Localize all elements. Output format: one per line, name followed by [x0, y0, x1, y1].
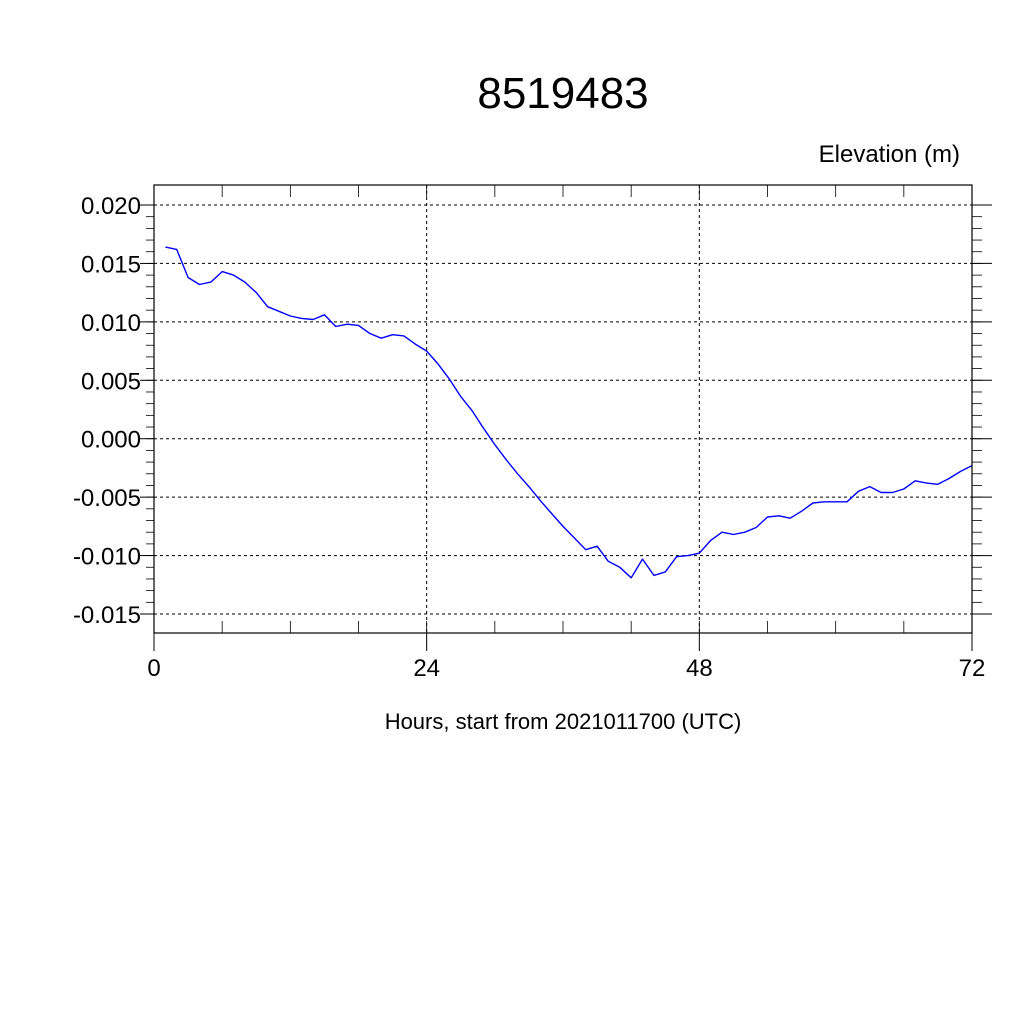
y-tick-label: 0.010 [81, 310, 141, 337]
grid-lines [153, 185, 973, 633]
y-tick-label: -0.015 [73, 602, 141, 629]
x-tick-label: 72 [959, 655, 986, 682]
chart-subtitle: Elevation (m) [819, 141, 960, 168]
x-tick-label: 0 [147, 655, 160, 682]
y-tick-label: 0.020 [81, 193, 141, 220]
y-tick-label: -0.005 [73, 485, 141, 512]
y-tick-label: 0.015 [81, 251, 141, 278]
tick-labels: -0.015 -0.010 -0.005 0.000 0.005 0.010 0.015 0.… [73, 193, 985, 682]
x-axis-label: Hours, start from 2021011700 (UTC) [385, 709, 742, 734]
y-tick-label: -0.010 [73, 544, 141, 571]
chart-title: 8519483 [477, 69, 648, 118]
y-tick-label: 0.000 [81, 427, 141, 454]
plot-frame [153, 184, 973, 634]
y-tick-label: 0.005 [81, 368, 141, 395]
x-tick-label: 24 [413, 655, 440, 682]
x-tick-label: 48 [686, 655, 713, 682]
axis-ticks [140, 185, 992, 651]
series-line [165, 246, 973, 579]
series-layer [165, 246, 973, 579]
